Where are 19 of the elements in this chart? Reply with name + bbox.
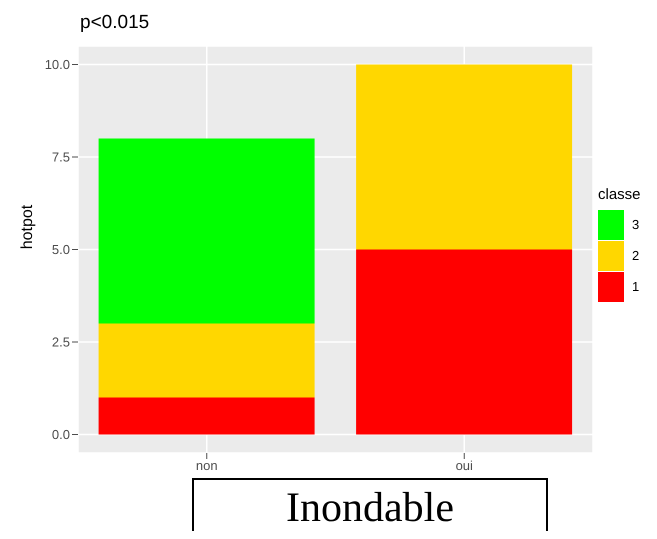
- y-tick-label: 7.5: [52, 150, 70, 165]
- y-tick-label: 10.0: [44, 57, 70, 72]
- chart-title: p<0.015: [80, 12, 150, 34]
- y-tick-label: 2.5: [52, 334, 70, 350]
- legend-label: 3: [632, 217, 640, 232]
- bar: [356, 250, 572, 434]
- legend-title: classe: [598, 186, 641, 203]
- bar: [98, 398, 315, 434]
- x-tick-label: non: [196, 458, 218, 474]
- bar: [356, 64, 572, 250]
- legend-label: 2: [632, 248, 640, 263]
- y-tick-label: 0.0: [52, 427, 70, 442]
- y-axis-title: hotpot: [19, 204, 37, 252]
- bar: [98, 324, 315, 398]
- bar: [98, 138, 315, 324]
- x-tick-label: oui: [456, 458, 474, 474]
- x-axis-title: Inondable: [285, 484, 455, 533]
- legend-label: 1: [632, 279, 640, 294]
- y-tick-label: 5.0: [52, 242, 70, 258]
